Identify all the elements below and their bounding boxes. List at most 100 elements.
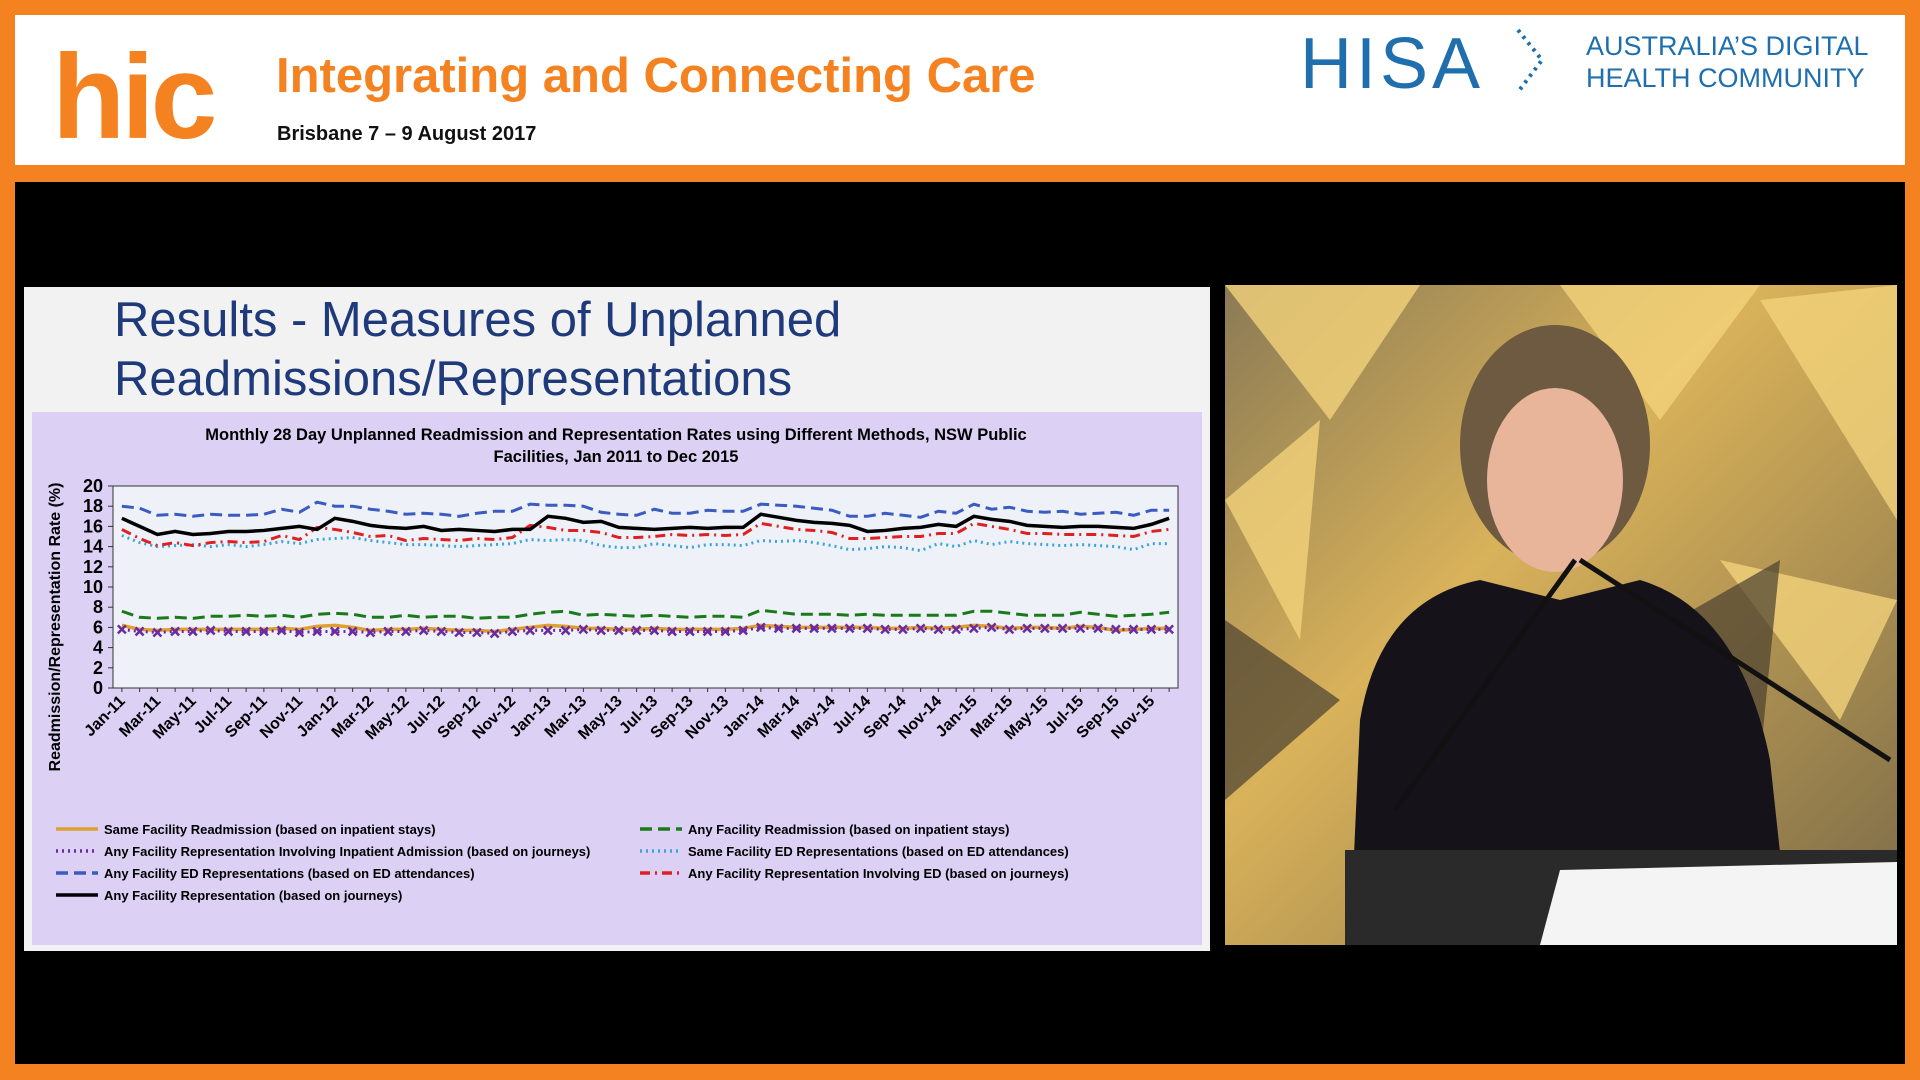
series-marker: [1022, 623, 1033, 634]
plot-area: [112, 485, 1179, 689]
series-marker: [951, 624, 962, 635]
series-marker: [241, 626, 252, 637]
series-marker: [809, 623, 820, 634]
tagline: AUSTRALIA’S DIGITAL: [1586, 31, 1869, 61]
series-marker: [116, 624, 127, 635]
series-marker: [613, 625, 624, 636]
wall-facets: [1225, 285, 1897, 720]
series-marker: [365, 627, 376, 638]
y-axis-label: Readmission/Representation Rate (%): [47, 483, 64, 772]
series-marker: [720, 626, 731, 637]
series-marker: [1146, 624, 1157, 635]
header-subtitle: Brisbane 7 – 9 August 2017: [277, 123, 536, 145]
series-marker: [471, 627, 482, 638]
series-line: [121, 521, 1170, 548]
series-marker: [418, 625, 429, 636]
series-line: [121, 512, 1170, 537]
series-marker: [684, 626, 695, 637]
series-marker: [347, 626, 358, 637]
legend-label: Any Facility Representation Involving ED…: [688, 866, 1069, 881]
chart-title: Monthly 28 Day Unplanned Readmission and…: [205, 426, 1026, 444]
series-marker: [702, 626, 713, 637]
series-marker: [507, 626, 518, 637]
series-marker: [667, 626, 678, 637]
series-marker: [933, 624, 944, 635]
series-marker: [826, 623, 837, 634]
y-tick-label: 10: [83, 577, 103, 597]
series-marker: [152, 627, 163, 638]
y-tick-label: 14: [83, 537, 103, 557]
header-title: Integrating and Connecting Care: [276, 49, 1036, 103]
series-marker: [400, 626, 411, 637]
y-tick-label: 20: [83, 476, 103, 496]
series-marker: [223, 626, 234, 637]
legend-label: Same Facility Readmission (based on inpa…: [104, 822, 436, 837]
series-marker: [897, 624, 908, 635]
series-marker: [276, 625, 287, 636]
series-marker: [205, 625, 216, 636]
y-tick-label: 12: [83, 557, 103, 577]
series-marker: [1093, 623, 1104, 634]
series-line: [121, 625, 1170, 635]
brand-chevron: [1516, 28, 1545, 94]
series-marker: [1164, 624, 1175, 635]
tagline: HEALTH COMMUNITY: [1586, 63, 1865, 93]
chart-title: Facilities, Jan 2011 to Dec 2015: [494, 448, 739, 466]
series-line: [121, 534, 1170, 553]
series-marker: [525, 625, 536, 636]
y-tick-label: 0: [93, 678, 103, 698]
legend-label: Any Facility Representation (based on jo…: [104, 888, 402, 903]
slide-title: Readmissions/Representations: [114, 352, 792, 406]
series-marker: [631, 625, 642, 636]
series-marker: [170, 626, 181, 637]
series-marker: [862, 623, 873, 634]
y-tick-label: 18: [83, 496, 103, 516]
series-marker: [1075, 623, 1086, 634]
legend-label: Any Facility ED Representations (based o…: [104, 866, 475, 881]
series-marker: [542, 625, 553, 636]
series-marker: [791, 623, 802, 634]
y-tick-label: 6: [93, 617, 103, 637]
y-tick-label: 4: [93, 638, 103, 658]
series-marker: [1004, 624, 1015, 635]
speaker-video: [1225, 285, 1897, 945]
series-marker: [312, 626, 323, 637]
legend-label: Any Facility Representation Involving In…: [104, 844, 590, 859]
series-marker: [294, 627, 305, 638]
series-marker: [1057, 623, 1068, 634]
series-line: [121, 500, 1170, 519]
slide-title: Results - Measures of Unplanned: [114, 293, 841, 347]
series-marker: [880, 624, 891, 635]
series-marker: [596, 625, 607, 636]
series-marker: [560, 625, 571, 636]
y-tick-label: 16: [83, 516, 103, 536]
series-marker: [755, 622, 766, 633]
brand: HISA: [1300, 24, 1484, 104]
series-marker: [915, 623, 926, 634]
series-line: [121, 608, 1170, 620]
series-marker: [258, 626, 269, 637]
series-marker: [578, 624, 589, 635]
face: [1487, 388, 1623, 572]
series-marker: [454, 627, 465, 638]
series-marker: [1039, 623, 1050, 634]
series-marker: [383, 626, 394, 637]
series-marker: [986, 622, 997, 633]
series-marker: [187, 626, 198, 637]
legend-label: Same Facility ED Representations (based …: [688, 844, 1069, 859]
series-marker: [649, 625, 660, 636]
series-marker: [489, 628, 500, 639]
series-marker: [738, 625, 749, 636]
series-marker: [329, 626, 340, 637]
series-marker: [1110, 624, 1121, 635]
series-marker: [1128, 624, 1139, 635]
legend-label: Any Facility Readmission (based on inpat…: [688, 822, 1009, 837]
series-marker: [968, 623, 979, 634]
microphones: [1392, 557, 1892, 812]
y-tick-label: 2: [93, 658, 103, 678]
series-marker: [844, 623, 855, 634]
y-tick-label: 8: [93, 597, 103, 617]
series-marker: [134, 626, 145, 637]
